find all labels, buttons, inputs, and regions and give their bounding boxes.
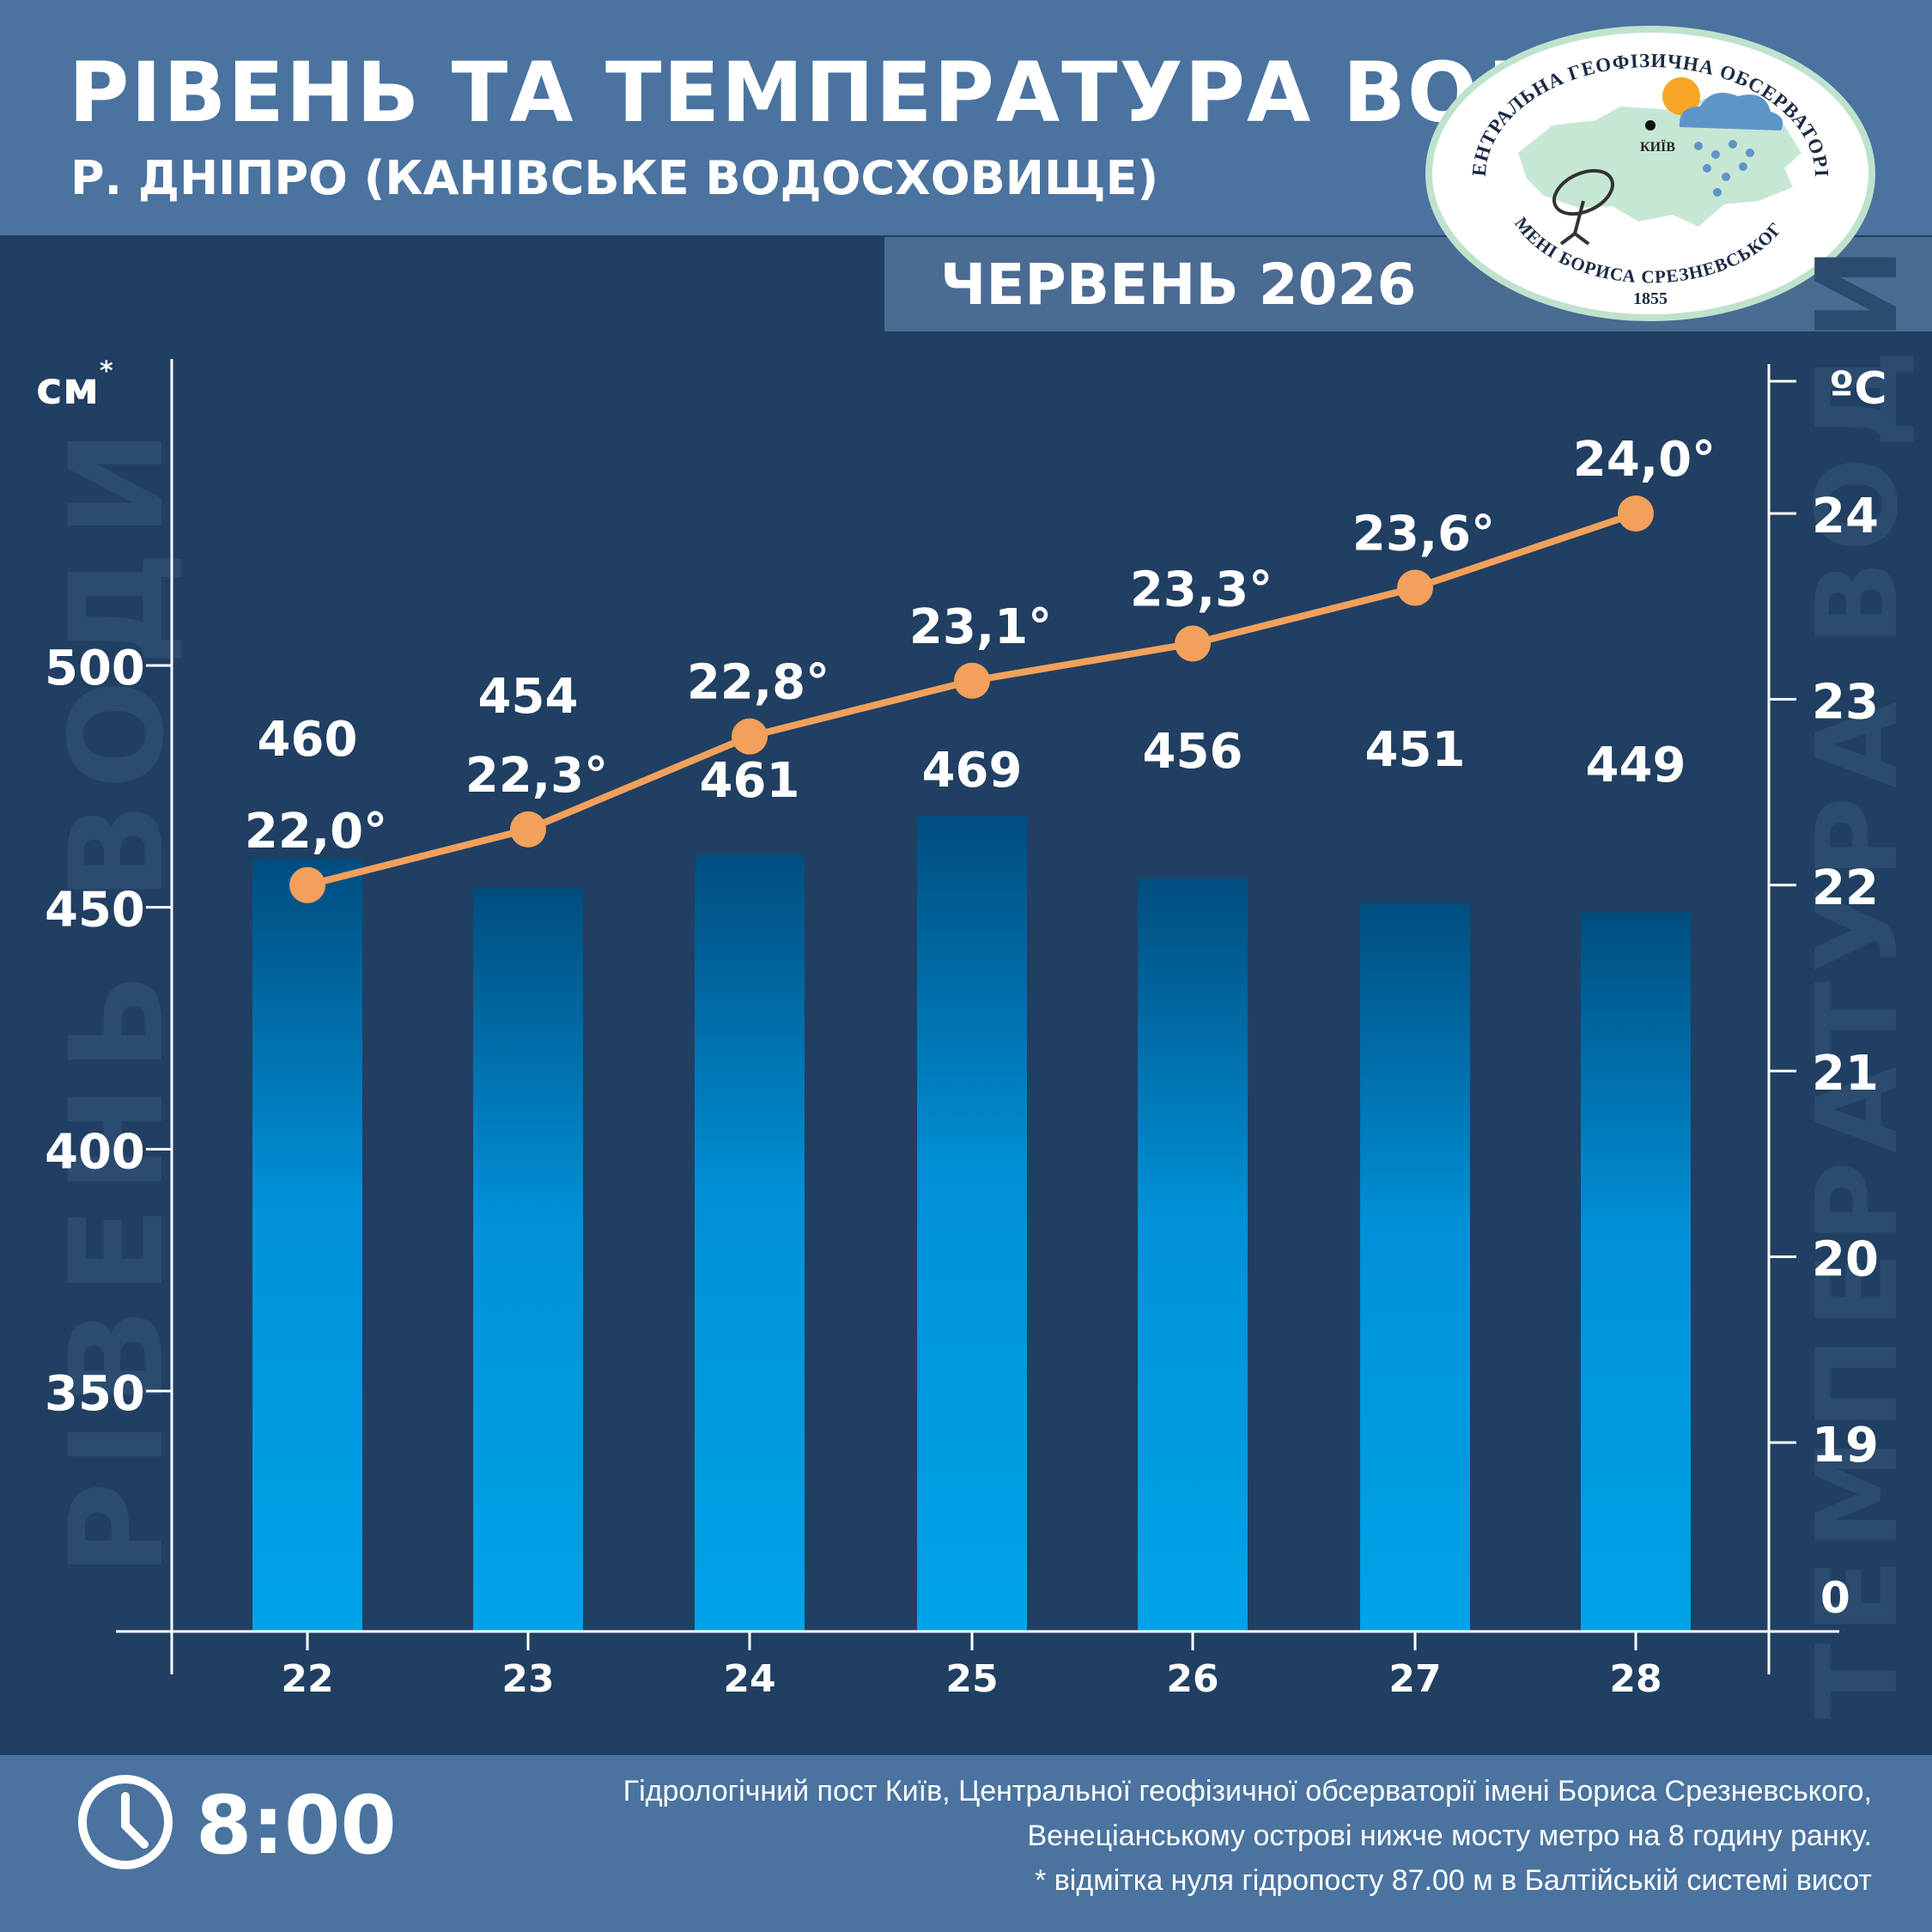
temperature-value-label: 23,3°	[1130, 562, 1273, 617]
note-line: Венеціанському острові нижче мосту метро…	[1027, 1820, 1872, 1852]
cloud-icon	[1679, 93, 1783, 131]
level-bars	[252, 815, 1691, 1631]
level-value-label: 454	[478, 669, 579, 725]
temperature-value-label: 22,3°	[465, 748, 608, 804]
right-tick-label: 19	[1812, 1418, 1879, 1473]
left-tick-label: 350	[45, 1366, 145, 1422]
x-tick-label: 23	[501, 1657, 554, 1701]
level-bar	[252, 859, 362, 1631]
temperature-value-label: 22,8°	[687, 655, 829, 711]
level-value-label: 456	[1143, 724, 1243, 780]
month-label: ЧЕРВЕНЬ 2026	[940, 252, 1417, 318]
note-line: * відмітка нуля гідропосту 87.00 м в Бал…	[1035, 1864, 1872, 1897]
footer-notes: Гідрологічний пост Київ, Центральної гео…	[532, 1769, 1872, 1903]
level-bar	[695, 854, 805, 1631]
logo-year: 1855	[1633, 289, 1668, 308]
observation-time: 8:00	[196, 1779, 397, 1873]
x-tick-label: 27	[1388, 1657, 1441, 1701]
right-tick-label: 21	[1812, 1046, 1879, 1102]
right-axis-unit: ºC	[1829, 363, 1887, 415]
temperature-point	[1618, 495, 1654, 532]
level-bar	[473, 888, 583, 1631]
x-tick-label: 25	[945, 1657, 998, 1701]
chart-axes	[116, 359, 1839, 1674]
temperature-point	[1175, 625, 1211, 662]
kyiv-marker-icon	[1645, 120, 1656, 131]
level-bar	[1581, 912, 1691, 1631]
level-value-label: 460	[258, 712, 358, 768]
left-tick-label: 400	[45, 1124, 145, 1180]
right-tick-label: 24	[1812, 489, 1879, 544]
x-tick-label: 22	[281, 1657, 333, 1701]
right-tick-label: 23	[1812, 674, 1879, 730]
left-tick-label: 500	[45, 641, 145, 696]
temperature-value-label: 23,6°	[1352, 507, 1495, 562]
level-bar	[1360, 902, 1470, 1631]
footer-band	[0, 1755, 1932, 1932]
x-tick-label: 28	[1609, 1657, 1662, 1701]
right-axis-watermark: ТЕМПЕРАТУРА ВОДИ	[1792, 239, 1923, 1720]
left-axis-unit: см	[36, 363, 99, 415]
chart-labels: 350 400 450 500 см * 19 20 21 22 23 24 0 ºC 22 23 24 25 26…	[36, 356, 1887, 1701]
level-value-label: 469	[922, 743, 1023, 799]
page-title: РІВЕНЬ ТА ТЕМПЕРАТУРА ВОДИ	[69, 45, 1625, 141]
left-axis-unit-mark: *	[100, 356, 113, 386]
right-axis-baseline-label: 0	[1820, 1573, 1850, 1623]
temperature-line	[289, 495, 1654, 903]
x-tick-label: 24	[723, 1657, 775, 1701]
temperature-point	[510, 811, 546, 848]
temperature-point	[1397, 569, 1433, 606]
ukraine-map-icon	[1518, 98, 1801, 227]
observatory-logo: КИЇВ ЦЕНТРАЛЬНА ГЕОФІЗИЧНА ОБСЕРВАТОРІЯ …	[1424, 24, 1875, 321]
left-tick-label: 450	[45, 883, 145, 939]
axis-watermarks: РІВЕНЬ ВОДИ ТЕМПЕРАТУРА ВОДИ	[43, 239, 1923, 1720]
clock-icon	[78, 1775, 173, 1869]
page-subtitle: Р. ДНІПРО (КАНІВСЬКЕ ВОДОСХОВИЩЕ)	[70, 151, 1159, 205]
level-bar	[1138, 878, 1248, 1631]
level-bar	[917, 815, 1027, 1631]
note-line: Гідрологічний пост Київ, Центральної гео…	[623, 1775, 1872, 1807]
temperature-value-label: 23,1°	[909, 599, 1052, 655]
level-value-label: 461	[700, 753, 800, 809]
temperature-value-label: 24,0°	[1573, 432, 1716, 488]
logo-city: КИЇВ	[1640, 139, 1675, 155]
sun-icon	[1662, 77, 1700, 115]
right-tick-label: 20	[1812, 1232, 1879, 1288]
level-value-label: 451	[1365, 722, 1466, 778]
x-tick-label: 26	[1166, 1657, 1218, 1701]
satellite-dish-icon	[1552, 168, 1614, 246]
temperature-point	[732, 718, 768, 755]
temperature-point	[954, 662, 990, 699]
left-axis-watermark: РІВЕНЬ ВОДИ	[43, 416, 192, 1577]
rain-icon	[1694, 140, 1754, 197]
temperature-value-label: 22,0°	[245, 804, 387, 860]
temperature-point	[289, 866, 325, 903]
right-tick-label: 22	[1812, 860, 1879, 916]
level-value-label: 449	[1586, 738, 1686, 793]
